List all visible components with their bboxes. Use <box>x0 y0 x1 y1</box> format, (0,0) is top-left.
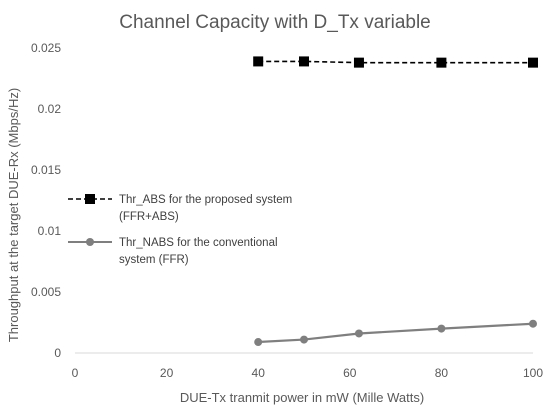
y-axis-title: Throughput at the target DUE-Rx (Mbps/Hz… <box>6 88 21 342</box>
x-tick-label: 80 <box>435 366 449 380</box>
x-tick-labels: 0 20 40 60 80 100 <box>72 366 544 380</box>
series-0-marker <box>85 194 95 204</box>
x-tick-label: 0 <box>72 366 79 380</box>
y-tick-label: 0.015 <box>31 163 61 177</box>
series-1-marker <box>86 238 94 246</box>
series-1-marker <box>437 324 446 333</box>
y-tick-label: 0.02 <box>38 102 62 116</box>
series-0-marker <box>528 57 538 68</box>
series-0 <box>253 56 538 68</box>
y-tick-label: 0.025 <box>31 41 61 55</box>
y-tick-label: 0.005 <box>31 285 61 299</box>
legend-label: system (FFR) <box>119 254 189 266</box>
series-1 <box>254 319 537 347</box>
legend-entry-1: Thr_NABS for the conventional system (FFR… <box>68 237 278 266</box>
series-1-marker <box>300 335 308 344</box>
series-layer <box>253 56 538 347</box>
series-1-marker <box>529 319 537 328</box>
series-0-marker <box>436 57 447 68</box>
series-1-marker <box>354 329 363 338</box>
x-axis-title: DUE-Tx tranmit power in mW (Mille Watts) <box>180 390 424 405</box>
series-1-line <box>258 322 534 344</box>
x-tick-label: 100 <box>523 366 543 380</box>
legend: Thr_ABS for the proposed system (FFR+ABS)… <box>68 194 292 266</box>
legend-label: Thr_ABS for the proposed system <box>119 194 292 206</box>
legend-label: (FFR+ABS) <box>119 211 179 223</box>
series-0-marker <box>353 57 364 68</box>
series-1-marker <box>254 338 263 347</box>
legend-entry-0: Thr_ABS for the proposed system (FFR+ABS) <box>68 194 292 223</box>
legend-label: Thr_NABS for the conventional <box>119 237 278 249</box>
y-tick-labels: 0 0.005 0.01 0.015 0.02 0.025 <box>31 41 61 360</box>
y-tick-label: 0 <box>54 346 61 360</box>
x-tick-label: 20 <box>160 366 174 380</box>
chart-title: Channel Capacity with D_Tx variable <box>119 12 431 33</box>
x-tick-label: 60 <box>343 366 357 380</box>
series-0-marker <box>299 56 309 67</box>
series-0-marker <box>253 56 264 67</box>
y-tick-label: 0.01 <box>38 224 62 238</box>
x-tick-label: 40 <box>252 366 266 380</box>
